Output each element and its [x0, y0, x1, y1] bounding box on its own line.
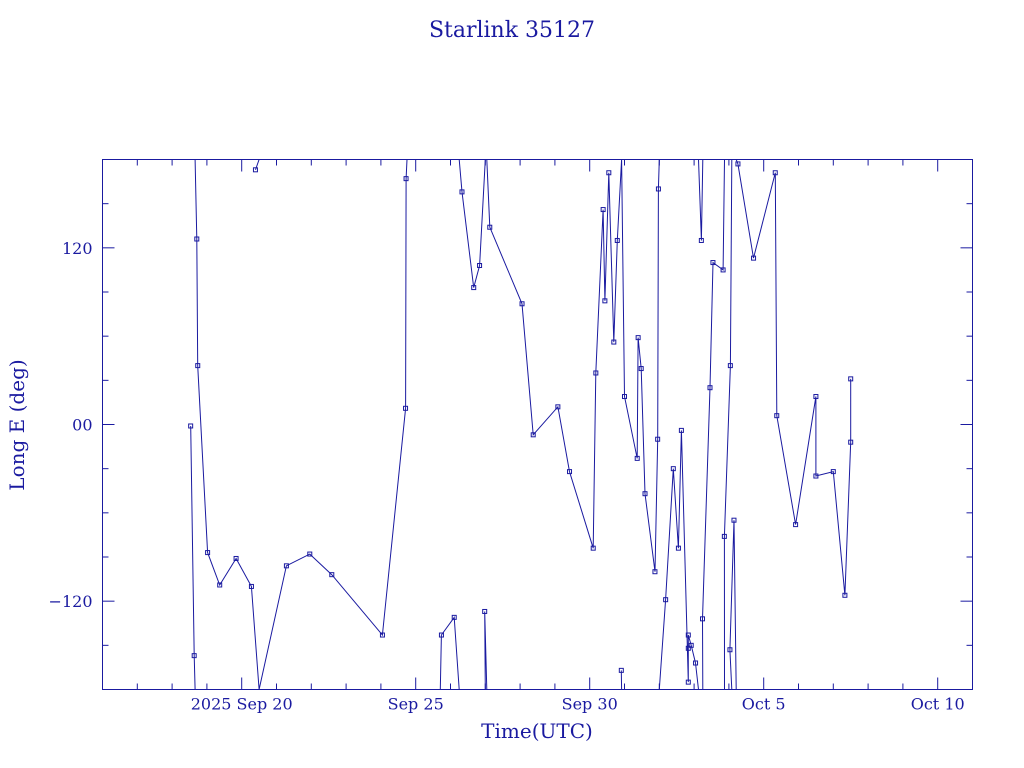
data-point	[248, 583, 254, 589]
data-point	[217, 582, 223, 588]
data-point	[438, 632, 444, 638]
data-point	[233, 555, 239, 561]
series-points	[188, 161, 854, 685]
data-point	[721, 533, 727, 539]
data-point	[774, 413, 780, 419]
data-point	[487, 224, 493, 230]
data-point	[842, 592, 848, 598]
tick-labels: 2025 Sep 20 Sep 25 Sep 30 Oct 5 Oct 10 120 00 −…	[49, 239, 965, 714]
data-point	[459, 189, 465, 195]
data-point	[519, 301, 525, 307]
data-point	[710, 260, 716, 266]
x-tick-label: Sep 30	[562, 695, 618, 714]
data-point	[403, 405, 409, 411]
data-point	[751, 255, 757, 261]
plot-frame	[102, 159, 973, 690]
data-point	[606, 170, 612, 176]
data-point	[727, 647, 733, 653]
data-point	[638, 366, 644, 372]
data-point	[652, 569, 658, 575]
data-point	[252, 167, 258, 173]
chart-title: Starlink 35127	[429, 18, 595, 43]
data-point	[678, 427, 684, 433]
series-line	[190, 159, 852, 690]
data-point	[727, 363, 733, 369]
data-point	[205, 550, 211, 556]
data-point	[642, 491, 648, 497]
x-tick-label: 2025 Sep 20	[191, 695, 293, 714]
data-point	[634, 455, 640, 461]
tick-marks	[102, 159, 973, 690]
data-point	[403, 176, 409, 182]
data-point	[793, 522, 799, 528]
data-point	[813, 394, 819, 400]
data-point	[567, 469, 573, 475]
data-point	[663, 597, 669, 603]
data-point	[618, 667, 624, 673]
data-point	[451, 614, 457, 620]
data-point	[283, 563, 289, 569]
series-lines	[190, 159, 852, 690]
data-point	[614, 237, 620, 243]
data-point	[735, 161, 741, 167]
x-tick-label: Sep 25	[388, 695, 444, 714]
data-point	[195, 363, 201, 369]
data-point	[307, 551, 313, 557]
data-point	[670, 466, 676, 472]
data-point	[622, 394, 627, 400]
data-point	[379, 632, 385, 638]
data-point	[848, 439, 854, 445]
data-point	[688, 642, 694, 648]
plot-area	[188, 159, 854, 690]
y-tick-label: 120	[62, 239, 93, 258]
data-point	[555, 404, 561, 410]
data-point	[772, 170, 778, 176]
data-point	[700, 616, 706, 622]
data-point	[590, 545, 596, 551]
data-point	[731, 517, 737, 523]
data-point	[685, 645, 691, 651]
data-point	[707, 385, 713, 391]
data-point	[191, 653, 197, 659]
data-point	[530, 432, 536, 438]
y-axis-label: Long E (deg)	[5, 359, 29, 490]
data-point	[655, 436, 661, 442]
data-point	[600, 207, 606, 213]
data-point	[675, 545, 681, 551]
data-point	[602, 298, 608, 304]
data-point	[813, 473, 819, 479]
data-point	[593, 370, 599, 376]
data-point	[720, 267, 726, 273]
y-tick-label: −120	[49, 592, 93, 611]
data-point	[830, 469, 836, 475]
data-point	[471, 285, 477, 291]
data-point	[685, 679, 691, 685]
data-point	[611, 339, 617, 345]
data-point	[188, 423, 194, 429]
x-axis-label: Time(UTC)	[481, 719, 593, 743]
data-point	[693, 660, 699, 666]
data-point	[848, 376, 854, 382]
data-point	[329, 572, 335, 578]
data-point	[635, 335, 641, 341]
data-point	[477, 263, 483, 268]
x-tick-label: Oct 5	[742, 695, 786, 714]
data-point	[655, 186, 661, 192]
data-point	[685, 632, 691, 638]
data-point	[698, 237, 704, 243]
y-tick-label: 00	[72, 416, 92, 435]
data-point	[194, 236, 200, 242]
data-point	[482, 608, 488, 614]
x-tick-label: Oct 10	[911, 695, 965, 714]
